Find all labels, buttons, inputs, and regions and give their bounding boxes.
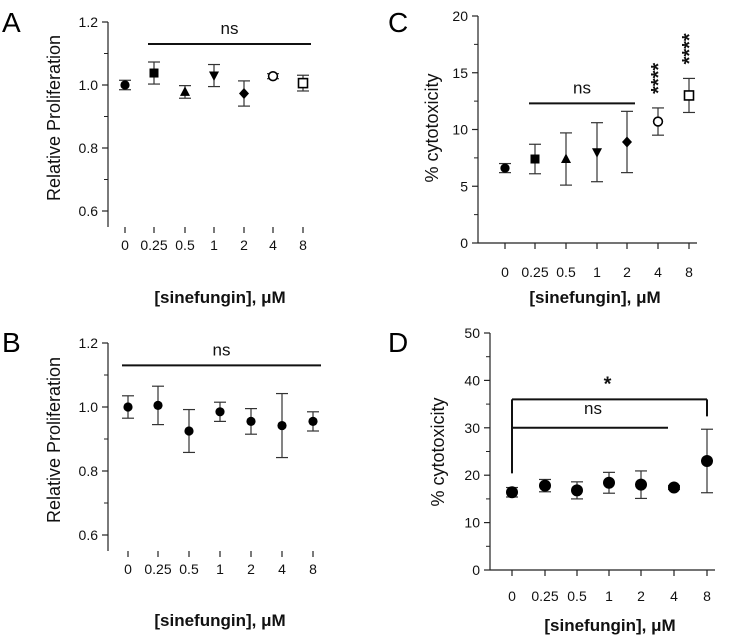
panel-a-y-tick-label: 1.0 — [79, 77, 99, 93]
panel-b-annotation-ns: ns — [213, 340, 231, 359]
panel-a-x-tick-label: 1 — [210, 237, 218, 253]
panel-a-y-tick-label: 1.2 — [79, 14, 99, 30]
panel-d-annotation-star: * — [604, 373, 612, 395]
panel-a-y-tick-label: 0.6 — [79, 203, 99, 219]
panel-d-y-tick-label: 0 — [472, 562, 480, 578]
panel-c-annotation-ns: ns — [573, 78, 591, 97]
panel-c-significance-label: **** — [648, 63, 670, 94]
panel-c-x-tick-label: 8 — [685, 264, 693, 280]
panel-b-data-point-0.25 — [153, 400, 163, 410]
panel-b-x-tick-label: 0 — [124, 561, 132, 577]
panel-a-x-tick-label: 0 — [121, 237, 129, 253]
panel-c-y-tick-label: 5 — [460, 178, 468, 194]
panel-c-y-tick-label: 15 — [452, 65, 468, 81]
panel-d-y-tick-label: 40 — [464, 372, 480, 388]
panel-d-y-tick-label: 50 — [464, 325, 480, 341]
panel-a-data-point-8 — [297, 77, 309, 89]
panel-d-x-tick-label: 8 — [703, 588, 711, 604]
panel-c-data-point-0 — [500, 163, 510, 173]
panel-d-x-tick-label: 0.25 — [531, 588, 558, 604]
panel-d-x-tick-label: 0 — [508, 588, 516, 604]
panel-d-y-tick-label: 10 — [464, 515, 480, 531]
panel-b-data-point-0 — [123, 402, 133, 412]
panel-d-data-point-2 — [635, 478, 647, 491]
panel-c-data-point-0.5 — [561, 153, 571, 164]
panel-d-x-tick-label: 0.5 — [567, 588, 587, 604]
panel-c-x-tick-label: 4 — [654, 264, 662, 280]
panel-b-y-tick-label: 0.6 — [79, 527, 99, 543]
panel-b-x-tick-label: 8 — [309, 561, 317, 577]
panel-a-data-point-0 — [120, 80, 130, 90]
panel-d-x-tick-label: 2 — [637, 588, 645, 604]
panel-b-x-tick-label: 0.25 — [144, 561, 171, 577]
panel-b-x-tick-label: 4 — [278, 561, 286, 577]
panel-a-data-point-0.25 — [149, 68, 159, 78]
panel-b-data-point-2 — [246, 416, 256, 426]
panel-b-ylabel: Relative Proliferation — [44, 357, 64, 523]
panel-b-x-tick-label: 1 — [216, 561, 224, 577]
panel-d-x-tick-label: 4 — [670, 588, 678, 604]
panel-a-x-tick-label: 2 — [240, 237, 248, 253]
panel-b-x-tick-label: 0.5 — [179, 561, 199, 577]
panel-c-y-tick-label: 0 — [460, 235, 468, 251]
panel-b-data-point-1 — [215, 407, 225, 417]
panel-d-y-tick-label: 20 — [464, 467, 480, 483]
panel-label-a: A — [2, 7, 21, 38]
panel-b-y-tick-label: 1.0 — [79, 399, 99, 415]
panel-c-data-point-1 — [592, 148, 602, 158]
panel-c-data-point-0.25 — [530, 154, 540, 164]
panel-c-data-point-2 — [622, 136, 632, 148]
panel-a-x-tick-label: 0.25 — [140, 237, 167, 253]
panel-d-annotation-ns: ns — [584, 399, 602, 418]
panel-a-data-point-2 — [239, 88, 249, 100]
panel-c-x-tick-label: 0.25 — [521, 264, 548, 280]
panel-c-y-tick-label: 20 — [452, 8, 468, 24]
panel-a-annotation-ns: ns — [221, 19, 239, 38]
panel-a-xlabel: [sinefungin], μM — [154, 288, 285, 307]
panel-c-xlabel: [sinefungin], μM — [529, 288, 660, 307]
panel-a-data-point-4 — [267, 70, 279, 82]
panel-label-b: B — [2, 327, 21, 358]
panel-d-data-point-0.25 — [539, 479, 551, 492]
panel-b-xlabel: [sinefungin], μM — [154, 611, 285, 630]
panel-c-x-tick-label: 0 — [501, 264, 509, 280]
panel-b-x-tick-label: 2 — [247, 561, 255, 577]
panel-c-x-tick-label: 2 — [623, 264, 631, 280]
panel-d-data-point-8 — [701, 454, 713, 467]
panel-c-ylabel: % cytotoxicity — [422, 73, 442, 182]
panel-label-d: D — [388, 327, 408, 358]
panel-c-data-point-4 — [652, 116, 664, 127]
panel-b-y-tick-label: 1.2 — [79, 335, 99, 351]
panel-a-data-point-0.5 — [180, 86, 190, 96]
panel-a-plot: 0.6 0.8 1.0 1.2 0 0.25 0.5 1 2 4 8 ns — [79, 14, 311, 253]
panel-c-significance-label: **** — [679, 33, 701, 64]
panel-d-plot: 0 10 20 30 40 50 0 0.25 0.5 1 2 4 8 ns* — [464, 325, 715, 604]
panel-d-data-point-0 — [506, 486, 518, 499]
panel-a-ylabel: Relative Proliferation — [44, 35, 64, 201]
panel-label-c: C — [388, 7, 408, 38]
panel-d-x-tick-label: 1 — [605, 588, 613, 604]
panel-d-xlabel: [sinefungin], μM — [544, 616, 675, 635]
panel-c-y-tick-label: 10 — [452, 122, 468, 138]
panel-b-y-tick-label: 0.8 — [79, 463, 99, 479]
panel-b-data-point-0.5 — [184, 426, 194, 436]
panel-a-data-point-1 — [209, 71, 219, 82]
panel-d-data-point-0.5 — [571, 484, 583, 497]
panel-a-x-tick-label: 8 — [299, 237, 307, 253]
panel-a-y-tick-label: 0.8 — [79, 140, 99, 156]
panel-c-plot: 0 5 10 15 20 0 0.25 0.5 1 2 4 8 **** **** ns — [452, 8, 701, 280]
panel-a-x-tick-label: 4 — [269, 237, 277, 253]
panel-b-plot: 0.6 0.8 1.0 1.2 0 0.25 0.5 1 2 4 8 ns — [79, 335, 321, 577]
panel-d-y-tick-label: 30 — [464, 420, 480, 436]
panel-c-x-tick-label: 0.5 — [556, 264, 576, 280]
panel-c-x-tick-label: 1 — [593, 264, 601, 280]
panel-b-data-point-8 — [308, 416, 318, 426]
panel-d-data-point-1 — [603, 476, 615, 489]
panel-c-data-point-8 — [683, 90, 695, 101]
panel-a-x-tick-label: 0.5 — [175, 237, 195, 253]
panel-d-ylabel: % cytotoxicity — [428, 397, 448, 506]
panel-d-data-point-4 — [668, 481, 680, 494]
panel-b-data-point-4 — [277, 420, 287, 431]
